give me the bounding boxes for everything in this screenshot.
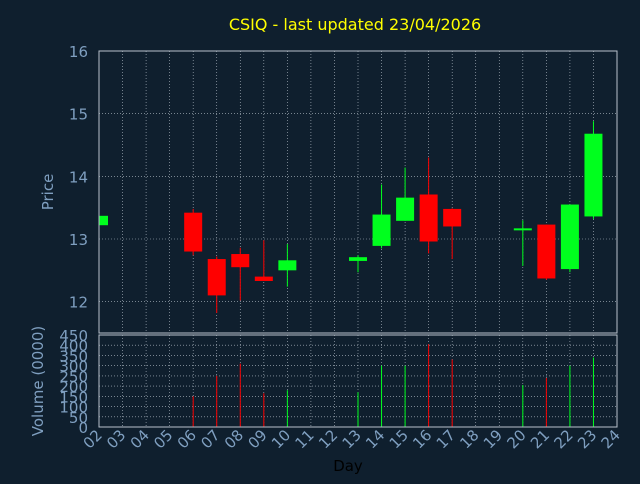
candle-body xyxy=(513,228,532,231)
candles xyxy=(98,121,603,313)
x-tick-label: 22 xyxy=(551,426,577,452)
candle-body xyxy=(560,204,579,270)
volume-axis-label: Volume (0000) xyxy=(29,326,47,436)
price-tick-label: 13 xyxy=(69,231,88,249)
candle-body xyxy=(99,215,108,226)
candle-body xyxy=(372,214,391,246)
price-tick-label: 16 xyxy=(69,43,88,61)
price-tick-label: 12 xyxy=(69,294,88,312)
x-tick-label: 07 xyxy=(197,426,223,452)
candle-body xyxy=(231,254,250,268)
candle-body xyxy=(184,212,203,252)
volume-tick-label: 300 xyxy=(59,358,88,376)
volume-tick-label: 350 xyxy=(59,347,88,365)
x-tick-label: 17 xyxy=(433,426,459,452)
x-tick-label: 10 xyxy=(268,426,294,452)
x-tick-label: 08 xyxy=(221,426,247,452)
candle-body xyxy=(278,260,297,271)
x-tick-label: 13 xyxy=(339,426,365,452)
x-tick-label: 12 xyxy=(315,426,341,452)
candle-body xyxy=(396,197,415,221)
x-tick-label: 14 xyxy=(362,426,388,452)
volume-tick-label: 50 xyxy=(69,409,88,427)
x-tick-label: 24 xyxy=(598,426,624,452)
x-tick-label: 09 xyxy=(244,426,270,452)
x-tick-label: 04 xyxy=(127,426,153,452)
candle-body xyxy=(419,194,438,242)
candle-body xyxy=(537,224,556,279)
volume-tick-label: 150 xyxy=(59,388,88,406)
price-tick-label: 15 xyxy=(69,106,88,124)
volume-tick-label: 450 xyxy=(59,327,88,345)
y-axis-label: Price xyxy=(39,174,57,211)
candle-body xyxy=(207,259,226,296)
x-tick-label: 16 xyxy=(409,426,435,452)
x-axis-label: Day xyxy=(333,457,363,475)
x-tick-label: 15 xyxy=(386,426,412,452)
price-panel-frame xyxy=(98,50,618,334)
chart-title: CSIQ - last updated 23/04/2026 xyxy=(229,15,481,34)
x-tick-label: 03 xyxy=(103,426,129,452)
volume-tick-label: 100 xyxy=(59,399,88,417)
candle-body xyxy=(443,208,462,227)
axes xyxy=(98,50,618,428)
x-tick-label: 20 xyxy=(503,426,529,452)
volume-tick-label: 200 xyxy=(59,378,88,396)
volume-panel-frame xyxy=(98,334,618,428)
x-tick-label: 05 xyxy=(150,426,176,452)
volume-tick-label: 400 xyxy=(59,337,88,355)
volume-tick-label: 0 xyxy=(78,419,88,437)
x-tick-label: 18 xyxy=(456,426,482,452)
candle-body xyxy=(254,276,273,281)
candle-body xyxy=(584,133,603,217)
x-tick-label: 23 xyxy=(574,426,600,452)
x-tick-label: 06 xyxy=(174,426,200,452)
x-tick-label: 19 xyxy=(480,426,506,452)
x-tick-label: 21 xyxy=(527,426,553,452)
x-tick-label: 11 xyxy=(292,426,318,452)
candle-body xyxy=(349,257,367,261)
volume-tick-label: 250 xyxy=(59,368,88,386)
volume-bars xyxy=(192,344,594,427)
price-tick-label: 14 xyxy=(69,168,88,186)
